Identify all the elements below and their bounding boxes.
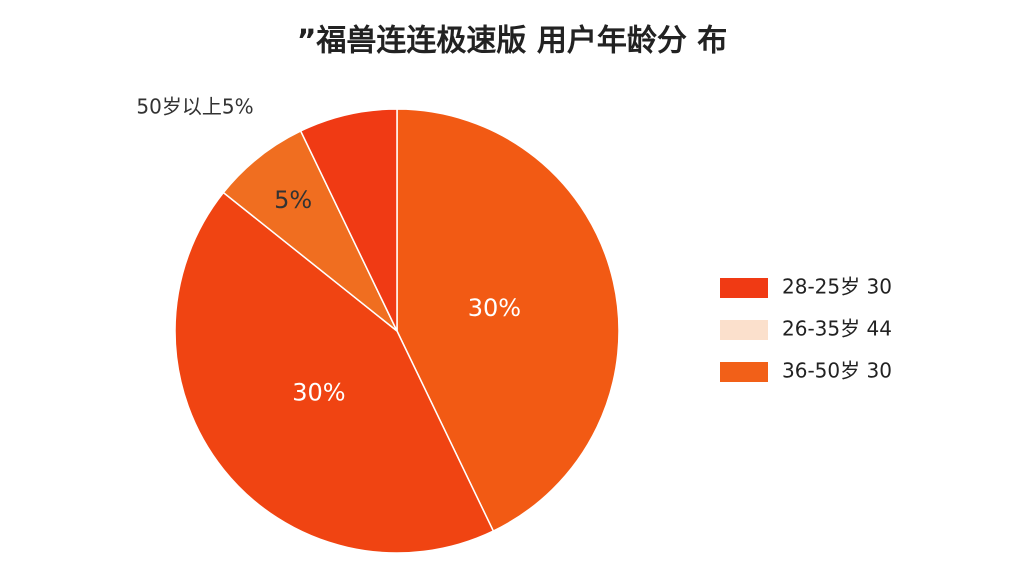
slice-label: 30% <box>468 294 521 322</box>
outside-label: 50岁以上5% <box>136 95 253 119</box>
chart-title: ”福兽连连极速版 用户年龄分 布 <box>297 24 728 59</box>
legend-swatch <box>720 278 768 298</box>
pie-slice <box>174 191 495 554</box>
legend-label: 28-25岁 30 <box>782 275 892 299</box>
legend-label: 36-50岁 30 <box>782 359 892 383</box>
pie-slice <box>222 129 398 332</box>
slice-label: 5% <box>274 186 312 214</box>
legend-label: 26-35岁 44 <box>782 317 892 341</box>
legend-swatch <box>720 320 768 340</box>
legend-swatch <box>720 362 768 382</box>
pie-slice <box>299 108 398 332</box>
pie-slice <box>396 108 620 533</box>
slice-label: 30% <box>292 378 345 406</box>
